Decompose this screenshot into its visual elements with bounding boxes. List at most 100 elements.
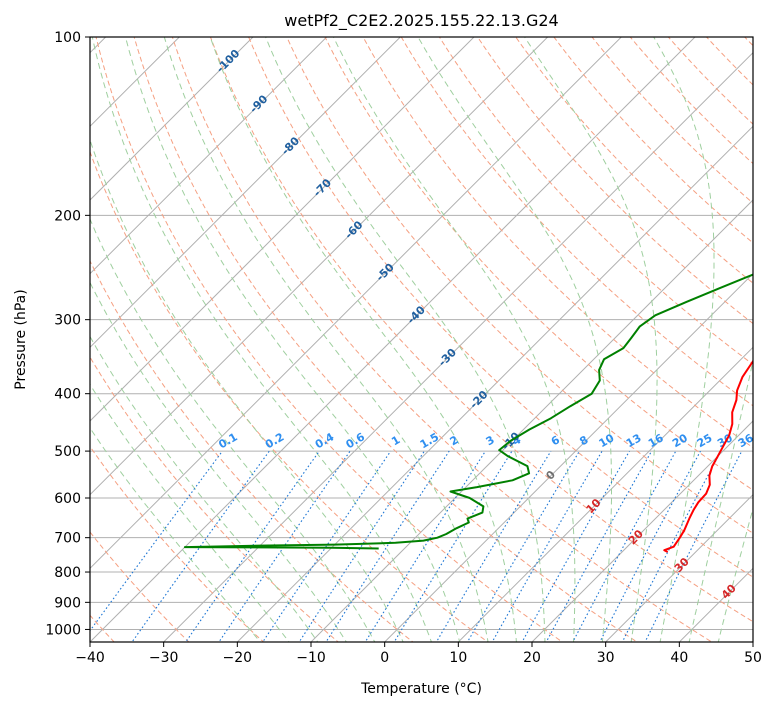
dry-adiabat-line — [248, 37, 753, 578]
y-tick-label: 600 — [54, 491, 81, 507]
y-tick-label: 300 — [54, 313, 81, 329]
mixing-ratio-line — [644, 450, 743, 642]
x-tick-label: 20 — [523, 650, 541, 666]
mixing-ratio-line — [466, 450, 580, 642]
isotherm-line — [310, 199, 753, 642]
moist-adiabat-line — [332, 37, 576, 642]
temperature-profile — [663, 359, 753, 553]
dry-adiabat-line — [133, 37, 638, 642]
mixing-ratio-line — [364, 450, 486, 642]
mixing-ratio-label: 36 — [736, 431, 756, 450]
mixing-ratio-label: 0.4 — [313, 430, 337, 451]
isotherm-line — [90, 37, 475, 422]
dry-adiabat-line — [209, 37, 753, 623]
isotherm-line — [90, 37, 696, 642]
mixing-ratio-label: 3 — [484, 433, 497, 448]
y-tick-label: 200 — [54, 208, 81, 224]
mixing-ratio-line — [491, 450, 603, 642]
mixing-ratio-label: 6 — [549, 433, 562, 448]
x-tick-label: 10 — [449, 650, 467, 666]
moist-adiabat-line — [209, 37, 518, 642]
dry-adiabat-line — [286, 37, 753, 534]
dry-adiabat-lines — [90, 37, 753, 642]
mixing-ratio-label: 0.6 — [344, 430, 368, 451]
mixing-ratio-line — [435, 450, 552, 642]
isotherm-lines — [0, 10, 753, 654]
y-tick-label: 800 — [54, 565, 81, 581]
x-tick-label: 40 — [670, 650, 688, 666]
moist-adiabat-line — [90, 217, 376, 642]
dry-adiabat-line — [324, 37, 753, 491]
isotherm-line — [0, 10, 59, 654]
mixing-ratio-label: 1 — [389, 433, 402, 448]
mixing-ratio-label: 10 — [597, 431, 617, 450]
mixing-ratio-line — [90, 450, 223, 632]
x-tick-label: 30 — [597, 650, 615, 666]
moist-adiabat-line — [265, 37, 546, 642]
dry-adiabat-line — [400, 37, 753, 407]
dry-adiabat-line — [591, 37, 753, 204]
isotherm-line — [604, 493, 753, 642]
mixing-ratio-label: 1.5 — [418, 430, 441, 451]
moist-adiabat-lines — [90, 37, 753, 642]
x-tick-label: 0 — [380, 650, 389, 666]
mixing-ratio-line — [599, 450, 701, 642]
x-axis-label: Temperature (°C) — [360, 681, 482, 697]
mixing-ratio-line — [298, 450, 425, 642]
isotherm-line — [90, 37, 402, 349]
mixing-ratio-line — [325, 450, 450, 642]
mixing-ratio-line — [521, 450, 630, 642]
y-tick-label: 1000 — [45, 622, 81, 638]
isotherm-line — [457, 346, 753, 642]
isotherm-line — [90, 37, 181, 128]
dry-adiabat-line — [95, 37, 564, 642]
dewpoint-profile — [183, 273, 753, 550]
mixing-ratio-line — [393, 450, 513, 642]
mixing-ratio-line — [572, 450, 677, 642]
moist-adiabat-line — [90, 335, 319, 642]
mixing-ratio-line — [218, 450, 351, 642]
moist-adiabat-line — [90, 427, 261, 642]
mixing-ratio-line — [545, 450, 653, 642]
mixing-ratio-label: 2 — [448, 433, 461, 448]
moist-adiabat-line — [90, 281, 347, 642]
mixing-ratio-line — [131, 450, 270, 642]
dry-adiabat-line — [705, 37, 753, 86]
x-tick-label: −10 — [296, 650, 326, 666]
dry-adiabat-line — [90, 259, 414, 642]
x-tick-label: −20 — [223, 650, 253, 666]
isotherm-line — [90, 37, 549, 496]
isotherm-line — [90, 37, 623, 570]
moist-adiabat-line — [163, 37, 489, 642]
dry-adiabat-line — [90, 356, 339, 642]
moist-adiabat-line — [688, 358, 753, 642]
y-axis-label: Pressure (hPa) — [13, 289, 29, 389]
plot-area: 0.1 0.2 0.4 0.6 1 1.5 2 3 4 6 8 10 13 16 20 25 30 36-100-… — [0, 10, 756, 654]
y-tick-label: 400 — [54, 387, 81, 403]
x-axis-ticks: −40 −30 −20 −10 0 10 20 30 40 50 — [75, 642, 762, 666]
moist-adiabat-line — [653, 37, 715, 642]
x-tick-label: −30 — [149, 650, 179, 666]
sounding-profiles — [183, 273, 753, 553]
moist-adiabat-line — [717, 506, 753, 642]
chart-title: wetPf2_C2E2.2025.155.22.13.G24 — [284, 11, 558, 31]
moist-adiabat-line — [90, 138, 404, 642]
dry-adiabat-line — [90, 445, 265, 642]
isotherm-line — [236, 125, 753, 642]
dry-adiabat-line — [90, 531, 190, 642]
mixing-ratio-line — [262, 450, 392, 642]
dry-adiabat-line — [629, 37, 753, 165]
isotherm-line — [90, 37, 254, 201]
dry-adiabat-line — [553, 37, 753, 244]
y-tick-label: 500 — [54, 444, 81, 460]
plot-frame — [89, 36, 754, 643]
mixing-ratio-label: 16 — [646, 431, 666, 450]
moist-adiabat-line — [125, 37, 461, 642]
dry-adiabat-line — [362, 37, 753, 449]
mixing-ratio-lines — [90, 450, 743, 642]
x-tick-label: 50 — [744, 650, 762, 666]
dry-adiabat-line — [743, 37, 753, 47]
isotherm-line — [752, 641, 753, 642]
x-tick-label: −40 — [75, 650, 105, 666]
